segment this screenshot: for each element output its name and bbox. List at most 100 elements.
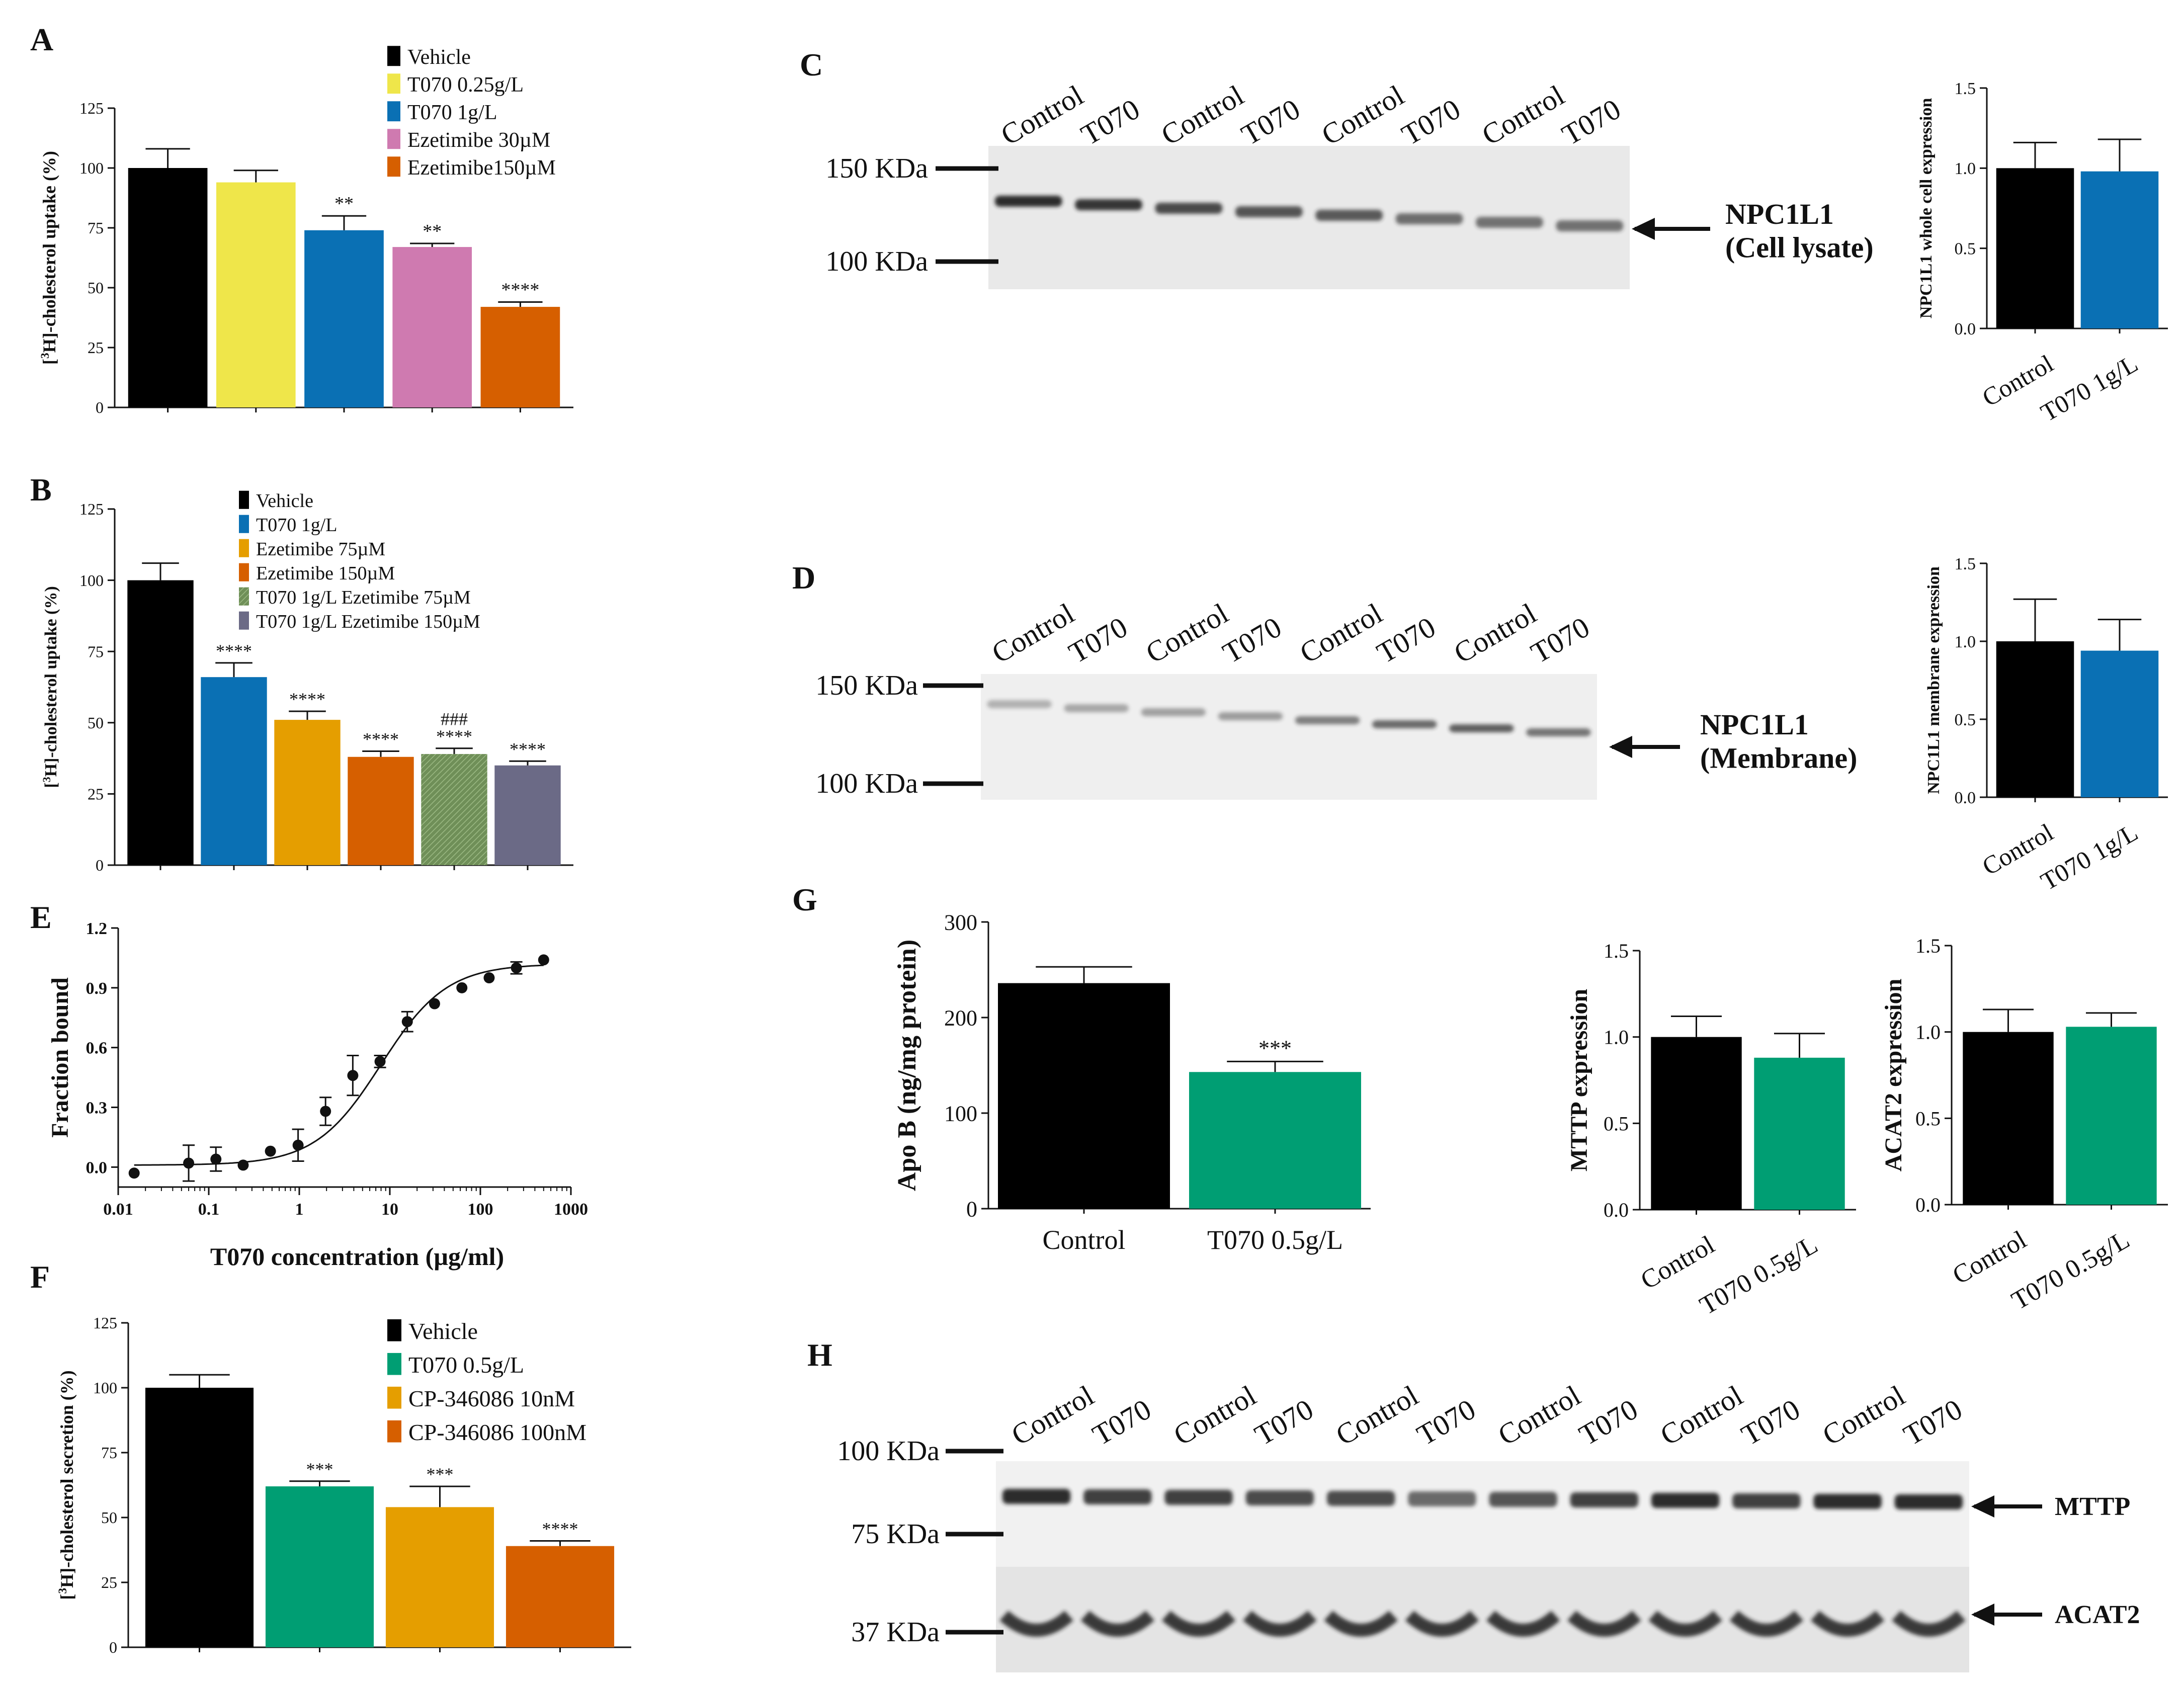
data-point [347,1070,359,1081]
band [987,700,1052,708]
lane-label: T070 [1556,93,1626,152]
lane-label: Control [1448,597,1542,669]
data-point [320,1106,331,1117]
x-category-label: T070 1g/L [2036,818,2142,896]
y-axis-title-part: [ [57,1594,77,1600]
fit-curve [134,964,544,1166]
data-point [237,1159,249,1171]
data-point [511,962,522,974]
x-category-label: T070 0.5g/L [1695,1230,1823,1320]
data-point [265,1145,276,1157]
y-axis-title-part: 3 [56,1588,69,1594]
significance-annotation: **** [510,739,546,759]
band-lower [999,1611,1073,1637]
y-axis-title: [3H]-cholesterol secretion (%) [56,1370,77,1599]
y-tick-label: 0.0 [1955,320,1976,339]
x-tick-label: 1000 [554,1200,588,1219]
y-tick-label: 125 [79,99,104,117]
y-axis-title-part: H]-cholesterol uptake (%) [42,586,60,777]
y-tick-label: 50 [88,279,104,297]
band [1813,1494,1882,1509]
lane-label: Control [1316,78,1409,151]
y-tick-label: 25 [101,1573,117,1591]
y-tick-label: 0 [96,398,104,416]
band [1326,1491,1395,1506]
legend-entry: Vehicle [407,46,471,69]
y-tick-label: 1.0 [1604,1026,1629,1049]
y-tick-label: 0.5 [1955,711,1976,729]
band [1064,704,1129,712]
y-tick-label: 100 [79,571,104,589]
arrow-head-icon [1609,736,1632,758]
legend-swatch [239,563,249,581]
bar-2 [2066,1027,2157,1205]
y-tick-label: 50 [88,714,104,732]
bar-5 [480,307,560,407]
y-tick-label: 1.0 [1955,633,1976,651]
legend-swatch [387,101,400,122]
chart-f-secretion: 0 25 50 75 100 125 [3H]-cholesterol secretion … [56,1314,631,1656]
marker-label: 100 KDa [825,246,928,277]
band [1651,1493,1720,1508]
lane-label: Control [1817,1379,1910,1452]
panel-letter-a: A [30,22,53,57]
y-tick-label: 0.0 [1955,789,1976,807]
bar-2 [216,182,296,407]
bar-6 [494,765,561,865]
lane-label: T070 [1249,1393,1319,1452]
legend-swatch [387,1319,401,1341]
x-category-label: Control [1042,1225,1125,1255]
y-tick-label: 75 [101,1444,117,1462]
bar-1 [127,580,194,865]
band [1732,1493,1801,1508]
y-axis-title-part: [ [42,782,60,788]
legend-entry: CP-346086 10nM [408,1386,575,1411]
legend-entry: T070 1g/L Ezetimibe 150µM [256,611,480,632]
target-label: MTTP [2055,1492,2130,1521]
y-tick-label: 0.5 [1604,1112,1629,1135]
data-point [429,998,440,1009]
band [1002,1489,1071,1504]
x-tick-label: 0.1 [198,1200,220,1219]
lane-label: T070 [1411,1393,1481,1452]
band [1245,1490,1314,1505]
data-point [210,1153,222,1165]
y-tick-label: 0.5 [1955,240,1976,259]
significance-annotation: **** [289,689,325,709]
bar-4 [348,756,414,865]
panel-letter-b: B [30,472,52,508]
lane-label: Control [1492,1379,1586,1452]
y-tick-label: 1.5 [1915,935,1941,957]
band-lower [1567,1611,1641,1637]
x-category-label: T070 0.5g/L [2007,1225,2135,1315]
y-axis-title: NPC1L1 membrane expression [1924,566,1943,794]
legend-swatch [239,539,249,557]
bar-1 [1963,1032,2054,1205]
significance-annotation: *** [306,1459,333,1479]
y-tick-label: 1.5 [1604,940,1629,962]
bar-5 [421,754,487,865]
arrow-head-icon [1632,218,1655,240]
panel-letter-f: F [30,1259,50,1295]
y-tick-label: 100 [944,1101,977,1126]
panel-letter-d: D [792,560,815,596]
y-tick-label: 0.0 [86,1158,108,1177]
band [1372,720,1437,728]
target-sublabel: (Cell lysate) [1725,231,1874,264]
x-tick-label: 100 [468,1200,493,1219]
y-tick-label: 50 [101,1508,117,1527]
y-tick-label: 100 [93,1379,117,1397]
chart-g-acat2: 0.0 0.5 1.0 1.5 ACAT2 expression ControlT070 … [1880,935,2168,1315]
y-tick-label: 1.5 [1955,555,1976,573]
legend-entry: T070 1g/L [407,101,497,124]
band-lower [1729,1611,1804,1637]
legend-entry: Ezetimibe150µM [407,156,556,180]
blot-membrane [996,1461,1969,1567]
lane-label: T070 [1075,93,1145,152]
band [1141,708,1206,716]
y-tick-label: 300 [944,910,977,935]
band-lower [1324,1611,1398,1637]
